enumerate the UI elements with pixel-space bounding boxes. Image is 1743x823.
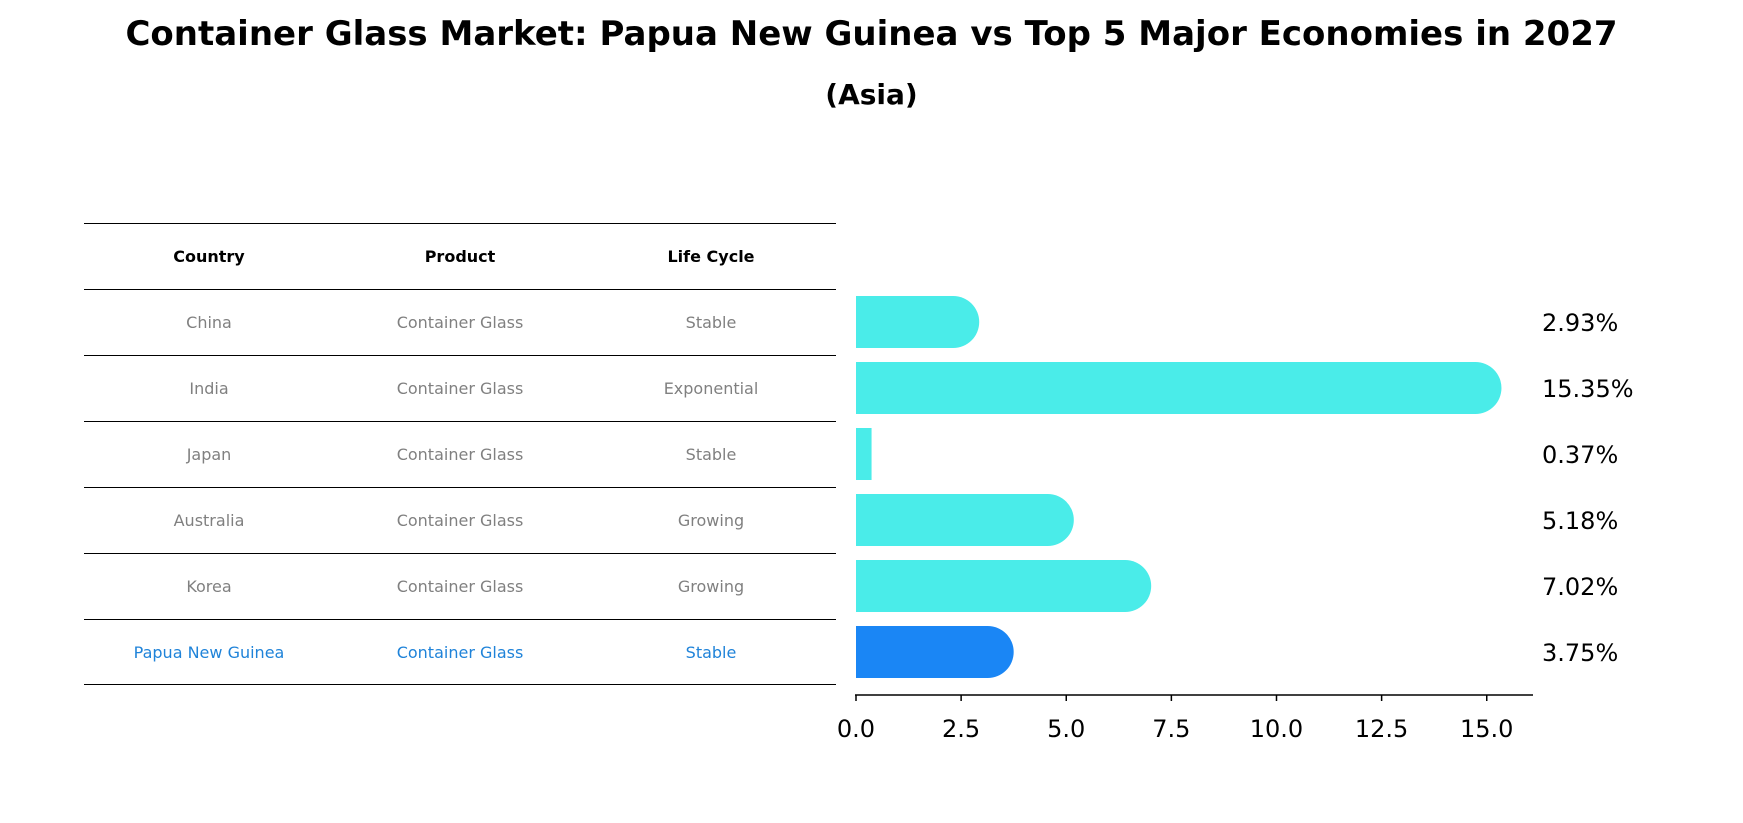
x-tick-label: 7.5 [1152, 715, 1190, 743]
product-cell: Container Glass [396, 445, 524, 464]
highlight-bar [856, 626, 1014, 678]
life-cycle-cell: Stable [685, 313, 737, 332]
comparison-table: Country Product Life Cycle China Contain… [84, 223, 836, 685]
chart-title: Container Glass Market: Papua New Guinea… [125, 14, 1618, 54]
bar [856, 428, 872, 480]
bar [856, 362, 1502, 414]
x-tick-label: 15.0 [1460, 715, 1513, 743]
table-row: Japan Container Glass Stable [84, 421, 836, 487]
data-label: 2.93% [1542, 309, 1618, 337]
country-cell: India [189, 379, 229, 398]
life-cycle-cell: Stable [685, 642, 737, 662]
bar [856, 494, 1074, 546]
x-tick-label: 2.5 [942, 715, 980, 743]
data-label: 3.75% [1542, 639, 1618, 667]
header-product: Product [424, 247, 496, 266]
table-row: China Container Glass Stable [84, 289, 836, 355]
x-tick-label: 10.0 [1250, 715, 1303, 743]
x-tick-label: 12.5 [1355, 715, 1408, 743]
country-cell: Korea [186, 577, 232, 596]
country-cell: Japan [186, 445, 232, 464]
table-row: Korea Container Glass Growing [84, 553, 836, 619]
product-cell: Container Glass [396, 511, 524, 530]
product-cell: Container Glass [396, 642, 524, 662]
header-country: Country [173, 247, 245, 266]
country-cell: Papua New Guinea [133, 642, 285, 662]
bar [856, 296, 980, 348]
country-cell: Australia [173, 511, 245, 530]
life-cycle-cell: Stable [685, 445, 737, 464]
data-label: 5.18% [1542, 507, 1618, 535]
header-life-cycle: Life Cycle [667, 247, 755, 266]
product-cell: Container Glass [396, 577, 524, 596]
bar [856, 560, 1152, 612]
table-header-row: Country Product Life Cycle [84, 223, 836, 289]
table-row: India Container Glass Exponential [84, 355, 836, 421]
life-cycle-cell: Growing [677, 511, 745, 530]
data-label: 15.35% [1542, 375, 1634, 403]
table-row-highlight: Papua New Guinea Container Glass Stable [84, 619, 836, 685]
product-cell: Container Glass [396, 313, 524, 332]
chart-subtitle: (Asia) [825, 78, 918, 111]
x-tick-label: 5.0 [1047, 715, 1085, 743]
data-label: 0.37% [1542, 441, 1618, 469]
life-cycle-cell: Growing [677, 577, 745, 596]
data-label: 7.02% [1542, 573, 1618, 601]
table-row: Australia Container Glass Growing [84, 487, 836, 553]
life-cycle-cell: Exponential [663, 379, 759, 398]
country-cell: China [186, 313, 232, 332]
x-tick-label: 0.0 [837, 715, 875, 743]
product-cell: Container Glass [396, 379, 524, 398]
